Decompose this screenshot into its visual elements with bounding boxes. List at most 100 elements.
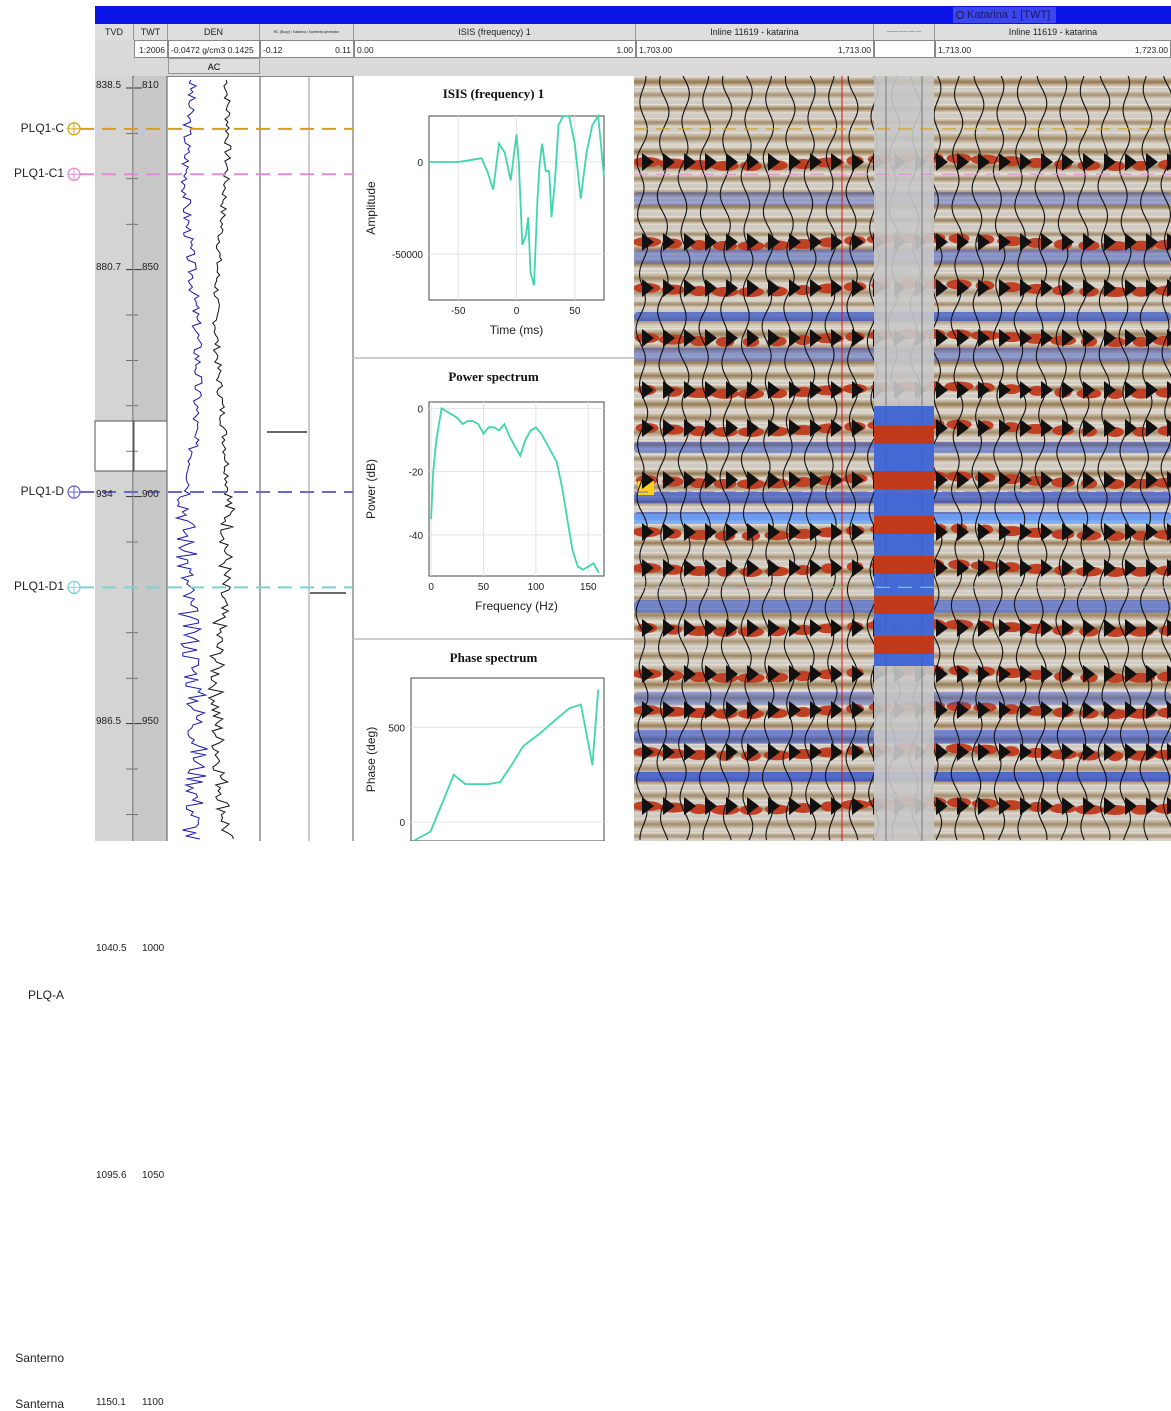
wiggle-fill: [747, 233, 759, 251]
wiggle-fill: [768, 619, 780, 637]
wiggle-fill: [1083, 233, 1095, 251]
wiggle-trace: [824, 76, 838, 841]
wiggle-fill: [642, 279, 654, 297]
wiggle-fill: [642, 559, 654, 577]
wiggle-fill: [957, 523, 969, 541]
inline-header-2[interactable]: Inline 11619 - katarina: [935, 24, 1171, 40]
x-axis-label: Time (ms): [490, 323, 544, 337]
wiggle-fill: [1125, 797, 1137, 815]
marker-label[interactable]: PLQ1-C: [20, 120, 64, 135]
wiggle-fill: [726, 419, 738, 437]
window-title-bar[interactable]: Katarina 1 [TWT]: [95, 6, 1171, 24]
wiggle-fill: [1062, 419, 1074, 437]
wiggle-fill: [642, 619, 654, 637]
wiggle-fill: [810, 153, 822, 171]
wiggle-fill: [1125, 153, 1137, 171]
wiggle-fill: [978, 665, 990, 683]
wiggle-fill: [1167, 153, 1171, 171]
wiggle-fill: [789, 701, 801, 719]
wiggle-fill: [810, 279, 822, 297]
inline-header-small[interactable]: ──── ─── ── ──: [874, 24, 935, 40]
x-tick-label: 0: [514, 306, 520, 317]
wiggle-fill: [663, 471, 675, 489]
wiggle-fill: [1041, 797, 1053, 815]
rc-header[interactable]: RC (Buoy) / Katarina / Synthetic generat…: [260, 24, 354, 40]
wiggle-fill: [1083, 619, 1095, 637]
wiggle-fill: [1020, 381, 1032, 399]
wiggle-fill: [1167, 233, 1171, 251]
marker-label[interactable]: PLQ1-D: [20, 484, 64, 499]
wiggle-fill: [852, 329, 864, 347]
wiggle-fill: [1146, 279, 1158, 297]
wiggle-fill: [726, 471, 738, 489]
reflector-red: [658, 334, 688, 345]
wiggle-fill: [936, 471, 948, 489]
wiggle-fill: [978, 329, 990, 347]
tvd-header[interactable]: TVD: [95, 24, 134, 40]
wiggle-fill: [1146, 701, 1158, 719]
wiggle-fill: [957, 701, 969, 719]
wiggle-fill: [810, 381, 822, 399]
wiggle-fill: [957, 419, 969, 437]
wiggle-fill: [957, 471, 969, 489]
wiggle-fill: [789, 523, 801, 541]
well-strip-synthetic: [874, 406, 934, 666]
marker-label[interactable]: Santerno: [15, 1351, 64, 1366]
wiggle-fill: [1083, 471, 1095, 489]
wiggle-fill: [810, 329, 822, 347]
wiggle-fill: [999, 329, 1011, 347]
wiggle-fill: [978, 471, 990, 489]
wiggle-fill: [999, 419, 1011, 437]
panel-divider: [353, 638, 634, 640]
wiggle-fill: [684, 279, 696, 297]
wiggle-fill: [1104, 559, 1116, 577]
wiggle-fill: [1167, 523, 1171, 541]
wiggle-fill: [747, 419, 759, 437]
y-tick-label: -50000: [392, 250, 424, 261]
wiggle-fill: [684, 523, 696, 541]
wiggle-fill: [705, 279, 717, 297]
inline-header-1[interactable]: Inline 11619 - katarina: [636, 24, 874, 40]
den-header[interactable]: DEN: [168, 24, 260, 40]
y-tick-label: 0: [399, 818, 405, 829]
marker-label[interactable]: PLQ-A: [27, 988, 64, 1002]
reflector-red: [1131, 286, 1151, 297]
isis-header[interactable]: ISIS (frequency) 1: [354, 24, 636, 40]
y-tick-label: 0: [417, 158, 423, 169]
seismic-section[interactable]: [634, 76, 1171, 841]
wiggle-fill: [789, 329, 801, 347]
marker-label[interactable]: PLQ1-D1: [13, 579, 64, 594]
plot-frame: [410, 677, 605, 841]
wiggle-fill: [936, 381, 948, 399]
wiggle-fill: [831, 523, 843, 541]
twt-tick-label: 1000: [142, 942, 165, 954]
wiggle-fill: [978, 279, 990, 297]
wiggle-fill: [1146, 619, 1158, 637]
wiggle-fill: [768, 523, 780, 541]
wiggle-fill: [642, 701, 654, 719]
wiggle-fill: [831, 419, 843, 437]
wiggle-fill: [1146, 523, 1158, 541]
wiggle-fill: [768, 559, 780, 577]
wiggle-fill: [768, 701, 780, 719]
tvd-tick-label: 1150.1: [96, 1396, 126, 1408]
wiggle-fill: [1062, 233, 1074, 251]
marker-label[interactable]: Santerna: [15, 1396, 64, 1411]
wiggle-fill: [1083, 665, 1095, 683]
wiggle-fill: [1041, 381, 1053, 399]
wiggle-fill: [663, 153, 675, 171]
twt-header[interactable]: TWT: [134, 24, 168, 40]
y-axis-label: Power (dB): [364, 459, 378, 519]
wiggle-fill: [810, 559, 822, 577]
wiggle-fill: [1104, 233, 1116, 251]
wiggle-fill: [768, 381, 780, 399]
wiggle-fill: [978, 419, 990, 437]
wiggle-fill: [747, 701, 759, 719]
wiggle-fill: [1125, 559, 1137, 577]
x-tick-label: 150: [580, 582, 597, 593]
wiggle-fill: [747, 559, 759, 577]
wiggle-fill: [978, 381, 990, 399]
wiggle-fill: [642, 233, 654, 251]
marker-label[interactable]: PLQ1-C1: [13, 166, 64, 181]
